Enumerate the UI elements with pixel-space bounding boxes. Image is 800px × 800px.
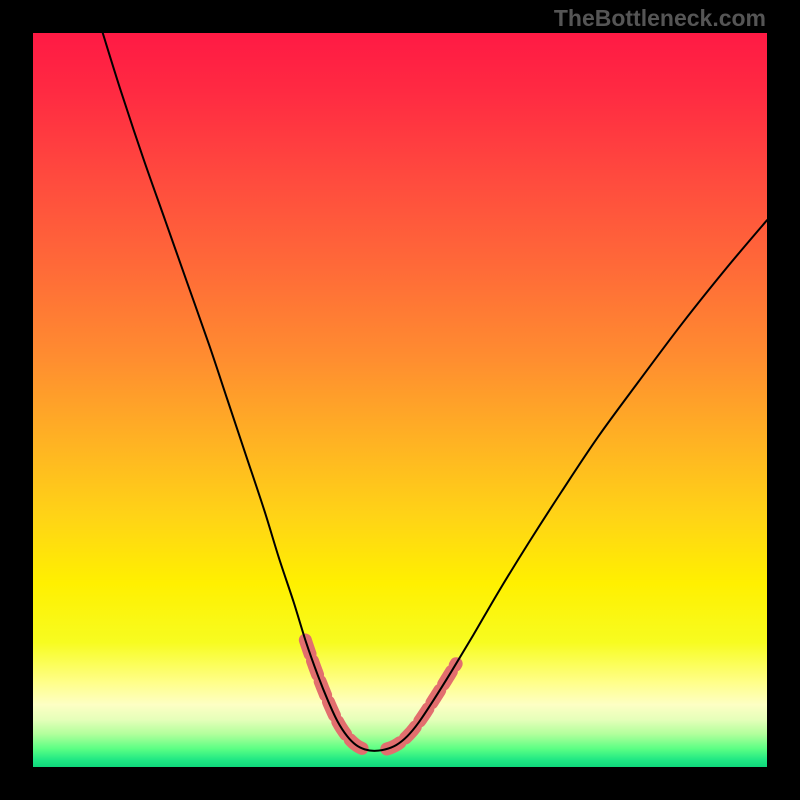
bottleneck-curve <box>103 33 767 751</box>
highlight-left <box>305 640 365 749</box>
plot-area <box>33 33 767 767</box>
highlight-right <box>387 664 456 749</box>
curve-layer <box>33 33 767 767</box>
watermark-text: TheBottleneck.com <box>554 5 766 32</box>
chart-root: TheBottleneck.com <box>0 0 800 800</box>
